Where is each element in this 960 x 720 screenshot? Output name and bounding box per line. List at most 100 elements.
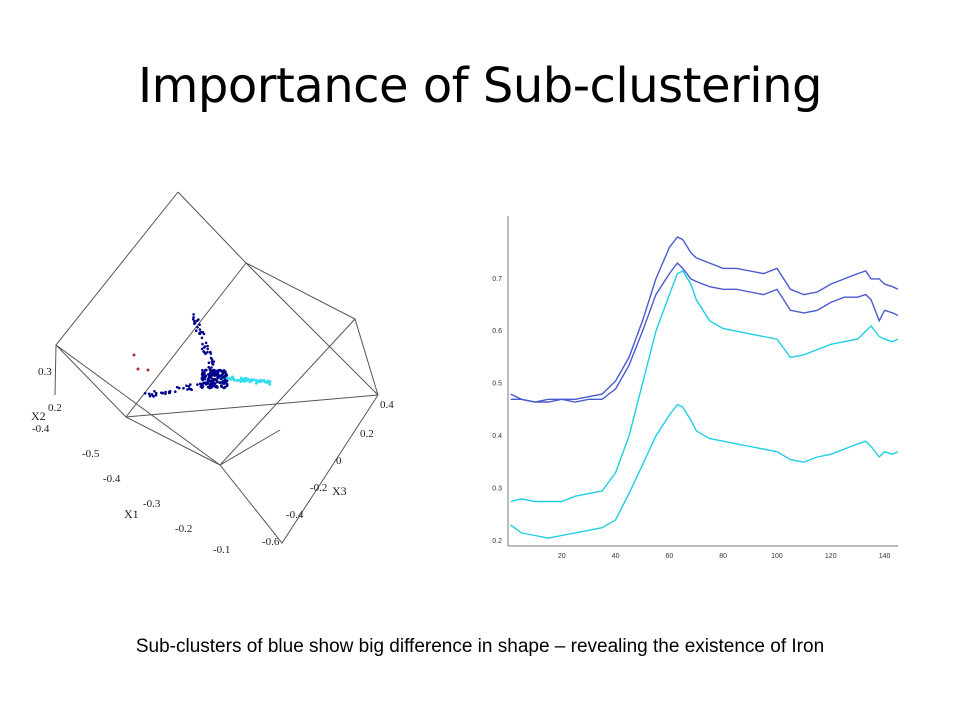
blue-point — [207, 365, 210, 369]
blue-point — [204, 341, 208, 345]
box-wireframe — [54, 191, 379, 544]
cyan-point — [254, 379, 258, 382]
blue-point — [206, 381, 210, 385]
cyan-point — [237, 378, 240, 382]
blue-point — [200, 336, 204, 340]
blue-point — [210, 366, 213, 369]
axis-ticks: 20 40 60 80 100 120 140 0.2 0.3 0.4 0.5 0.6 0.7 — [492, 276, 890, 560]
x3-tick-label: 0.4 — [380, 399, 394, 411]
blue-point — [212, 368, 216, 372]
blue-point — [207, 373, 210, 376]
blue-point — [193, 319, 196, 323]
x1-tick-label: -0.2 — [175, 523, 192, 535]
blue-point — [217, 375, 220, 379]
cyan-point — [268, 382, 272, 386]
spectra-line-chart: 20 40 60 80 100 120 140 0.2 0.3 0.4 0.5 0.6 0.7 — [492, 216, 899, 560]
blue-point — [211, 362, 214, 366]
blue-point — [206, 347, 209, 351]
cyan-point — [264, 380, 267, 384]
blue-point — [214, 372, 217, 376]
blue-point — [218, 368, 222, 372]
cyan-point — [251, 378, 255, 382]
blue-point — [198, 328, 202, 331]
blue-point — [204, 374, 207, 378]
blue-point — [216, 373, 220, 376]
y-tick-label: 0.6 — [492, 328, 502, 335]
blue-point — [185, 384, 188, 387]
x3-tick-label: -0.2 — [310, 482, 327, 494]
blue-point — [191, 317, 195, 321]
cyan-point — [259, 380, 262, 384]
x3-tick-label: 0.2 — [360, 428, 374, 440]
blue-point — [143, 392, 147, 395]
blue-point — [225, 374, 229, 377]
blue-point — [151, 394, 155, 398]
x2-tick-label: 0.3 — [38, 366, 52, 378]
blue-point — [208, 368, 212, 371]
blue-point — [194, 329, 198, 332]
x-tick-label: 120 — [825, 553, 837, 560]
y-tick-label: 0.3 — [492, 485, 502, 492]
blue-point — [210, 360, 214, 363]
blue-point — [198, 331, 201, 335]
blue-point — [207, 377, 211, 380]
blue-point — [196, 326, 199, 329]
slide-caption: Sub-clusters of blue show big difference… — [135, 636, 825, 657]
blue-point — [209, 350, 212, 354]
cyan-point — [231, 375, 235, 379]
blue-point — [201, 378, 205, 382]
x-tick-label: 20 — [558, 553, 566, 560]
blue-point — [210, 373, 214, 377]
blue-point — [216, 370, 220, 374]
blue-point — [223, 380, 227, 384]
blue-point — [195, 319, 199, 322]
line-series-group — [510, 236, 899, 539]
blue-point — [219, 381, 222, 384]
x1-tick-label: -0.5 — [82, 448, 100, 460]
plot-area — [508, 216, 898, 546]
blue-point — [209, 356, 213, 360]
blue-point — [193, 322, 196, 326]
blue-point — [201, 371, 204, 375]
cyan-point — [266, 379, 270, 383]
blue-point — [199, 385, 203, 388]
x2-tick-label: -0.4 — [32, 423, 50, 435]
cyan-point — [225, 377, 229, 380]
blue-point — [206, 350, 209, 354]
cyan-point — [241, 379, 245, 382]
x-tick-label: 40 — [612, 553, 620, 560]
blue-point — [209, 379, 213, 383]
blue-point — [204, 368, 207, 372]
x3-axis-label: X3 — [332, 484, 347, 498]
cyan-point — [229, 378, 233, 381]
blue-point — [148, 394, 152, 398]
x2-tick-label: 0.2 — [48, 402, 62, 414]
blue-point — [223, 376, 227, 379]
blue-point — [154, 393, 158, 397]
y-tick-label: 0.7 — [492, 276, 502, 283]
blue-point — [177, 386, 181, 390]
spectrum-line-4 — [510, 403, 899, 539]
blue-point — [182, 386, 185, 390]
blue-point — [210, 382, 214, 386]
blue-point — [154, 391, 158, 395]
blue-point — [222, 386, 226, 390]
red-point — [136, 367, 140, 371]
x3-tick-label: -0.4 — [286, 509, 304, 521]
blue-point — [225, 383, 229, 386]
blue-point — [198, 323, 201, 326]
blue-point — [201, 385, 205, 388]
blue-point — [187, 387, 191, 391]
y-tick-label: 0.5 — [492, 381, 502, 388]
x3-tick-label: 0 — [336, 455, 342, 467]
blue-point — [210, 370, 214, 373]
scatter-3d-plot: X2 X1 X3 0.3 0.2 -0.4 -0.5 -0.4 -0.3 -0.… — [31, 191, 394, 555]
cyan-point — [239, 380, 243, 383]
blue-point — [192, 313, 195, 316]
y-tick-label: 0.4 — [492, 433, 502, 440]
x-tick-label: 60 — [665, 553, 673, 560]
spectrum-line-2 — [510, 262, 899, 403]
blue-point — [201, 369, 204, 372]
blue-point — [161, 392, 164, 395]
slide-title: Importance of Sub-clustering — [138, 58, 823, 114]
